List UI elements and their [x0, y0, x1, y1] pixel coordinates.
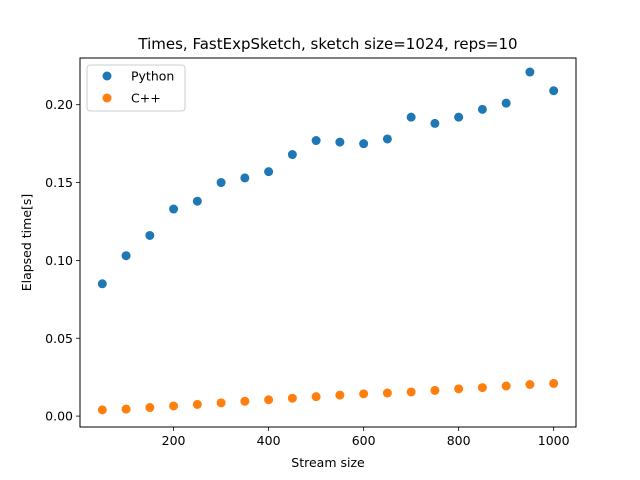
chart-title: Times, FastExpSketch, sketch size=1024, …: [137, 35, 517, 53]
data-point-python: [359, 139, 369, 149]
data-point-python: [169, 204, 179, 214]
data-point-cpp: [121, 404, 131, 414]
data-point-python: [145, 230, 155, 240]
data-point-cpp: [145, 403, 155, 413]
data-point-cpp: [311, 392, 321, 402]
data-point-cpp: [335, 390, 345, 400]
data-point-python: [477, 104, 487, 114]
data-point-python: [382, 134, 392, 144]
y-tick-label: 0.00: [45, 409, 73, 424]
y-tick-label: 0.10: [45, 253, 73, 268]
x-axis-label: Stream size: [291, 455, 365, 470]
data-point-python: [549, 86, 559, 96]
data-point-python: [287, 150, 297, 160]
x-tick-label: 400: [257, 433, 281, 448]
data-point-cpp: [240, 396, 250, 406]
data-point-python: [501, 98, 511, 108]
y-tick-label: 0.15: [45, 175, 73, 190]
data-point-python: [430, 118, 440, 128]
data-point-cpp: [359, 389, 369, 399]
legend-marker-cpp: [102, 93, 112, 103]
data-point-cpp: [169, 401, 179, 411]
data-point-python: [406, 112, 416, 122]
data-point-cpp: [525, 379, 535, 389]
x-tick-label: 600: [352, 433, 376, 448]
data-point-python: [97, 279, 107, 289]
data-point-cpp: [287, 393, 297, 403]
data-point-python: [525, 67, 535, 77]
data-point-cpp: [549, 378, 559, 388]
data-point-python: [264, 167, 274, 177]
y-tick-label: 0.20: [45, 97, 73, 112]
x-tick-label: 200: [162, 433, 186, 448]
y-axis-label: Elapsed time[s]: [19, 194, 34, 292]
x-tick-label: 800: [447, 433, 471, 448]
data-point-cpp: [97, 405, 107, 415]
y-tick-label: 0.05: [45, 331, 73, 346]
plot-points: [97, 67, 559, 415]
data-point-python: [192, 196, 202, 206]
y-axis-ticks: 0.00 0.05 0.10 0.15 0.20: [45, 97, 80, 424]
data-point-cpp: [501, 381, 511, 391]
data-point-cpp: [216, 398, 226, 408]
legend-marker-python: [102, 71, 112, 81]
plot-frame: [79, 57, 577, 428]
data-point-python: [311, 136, 321, 146]
data-point-cpp: [406, 387, 416, 397]
data-point-python: [454, 112, 464, 122]
data-point-cpp: [454, 384, 464, 394]
legend: Python C++: [86, 64, 186, 112]
data-point-cpp: [264, 395, 274, 405]
data-point-cpp: [477, 383, 487, 393]
data-point-python: [240, 173, 250, 183]
data-point-cpp: [192, 399, 202, 409]
x-tick-label: 1000: [538, 433, 570, 448]
legend-box: [86, 64, 186, 112]
data-point-python: [216, 178, 226, 188]
x-axis-ticks: 200 400 600 800 1000: [162, 427, 570, 448]
data-point-cpp: [430, 385, 440, 395]
data-point-python: [121, 251, 131, 261]
data-point-python: [335, 137, 345, 147]
legend-label-python: Python: [131, 69, 174, 84]
data-point-cpp: [382, 388, 392, 398]
legend-label-cpp: C++: [131, 91, 161, 106]
